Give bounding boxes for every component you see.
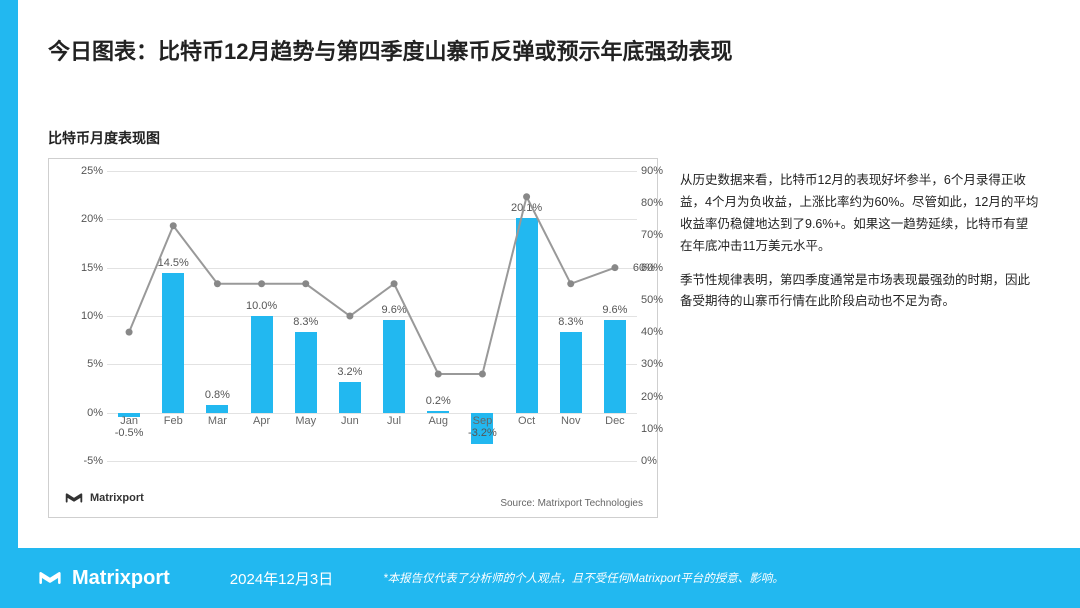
y-right-tick: 40% — [641, 326, 679, 338]
chart-container: -5%0%5%10%15%20%25%0%10%20%30%40%50%60%7… — [48, 158, 658, 518]
plot-area: -5%0%5%10%15%20%25%0%10%20%30%40%50%60%7… — [107, 171, 637, 461]
y-right-tick: 0% — [641, 455, 679, 467]
y-left-tick: 10% — [65, 310, 103, 322]
y-right-tick: 30% — [641, 358, 679, 370]
footer-disclaimer: *本报告仅代表了分析师的个人观点，且不受任何Matrixport平台的授意、影响… — [383, 570, 784, 586]
chart-brand-text: Matrixport — [90, 492, 144, 504]
footer-date: 2024年12月3日 — [230, 568, 333, 589]
chart-title: 比特币月度表现图 — [48, 128, 160, 148]
y-right-tick: 50% — [641, 294, 679, 306]
y-right-tick: 10% — [641, 423, 679, 435]
y-left-tick: 20% — [65, 213, 103, 225]
line-series — [107, 171, 637, 461]
page-title: 今日图表：比特币12月趋势与第四季度山寨币反弹或预示年底强劲表现 — [48, 34, 732, 66]
y-right-tick: 80% — [641, 197, 679, 209]
footer-brand-text: Matrixport — [72, 567, 170, 590]
matrixport-icon — [63, 487, 85, 509]
chart-brand: Matrixport — [63, 487, 144, 509]
y-right-tick: 20% — [641, 391, 679, 403]
footer-bar: Matrixport 2024年12月3日 *本报告仅代表了分析师的个人观点，且… — [0, 548, 1080, 608]
y-left-tick: 5% — [65, 358, 103, 370]
footer-logo: Matrixport — [36, 564, 170, 592]
paragraph-2: 季节性规律表明，第四季度通常是市场表现最强劲的时期，因此备受期待的山寨币行情在此… — [680, 270, 1040, 314]
line-end-label: 60% — [633, 262, 655, 274]
y-left-tick: -5% — [65, 455, 103, 467]
y-left-tick: 25% — [65, 165, 103, 177]
y-right-tick: 90% — [641, 165, 679, 177]
matrixport-icon — [36, 564, 64, 592]
left-accent-bar — [0, 0, 18, 548]
y-left-tick: 15% — [65, 262, 103, 274]
paragraph-1: 从历史数据来看，比特币12月的表现好坏参半，6个月录得正收益，4个月为负收益，上… — [680, 170, 1040, 258]
body-text: 从历史数据来看，比特币12月的表现好坏参半，6个月录得正收益，4个月为负收益，上… — [680, 170, 1040, 325]
y-right-tick: 70% — [641, 229, 679, 241]
chart-source: Source: Matrixport Technologies — [500, 498, 643, 509]
grid-line — [107, 461, 637, 462]
y-left-tick: 0% — [65, 407, 103, 419]
